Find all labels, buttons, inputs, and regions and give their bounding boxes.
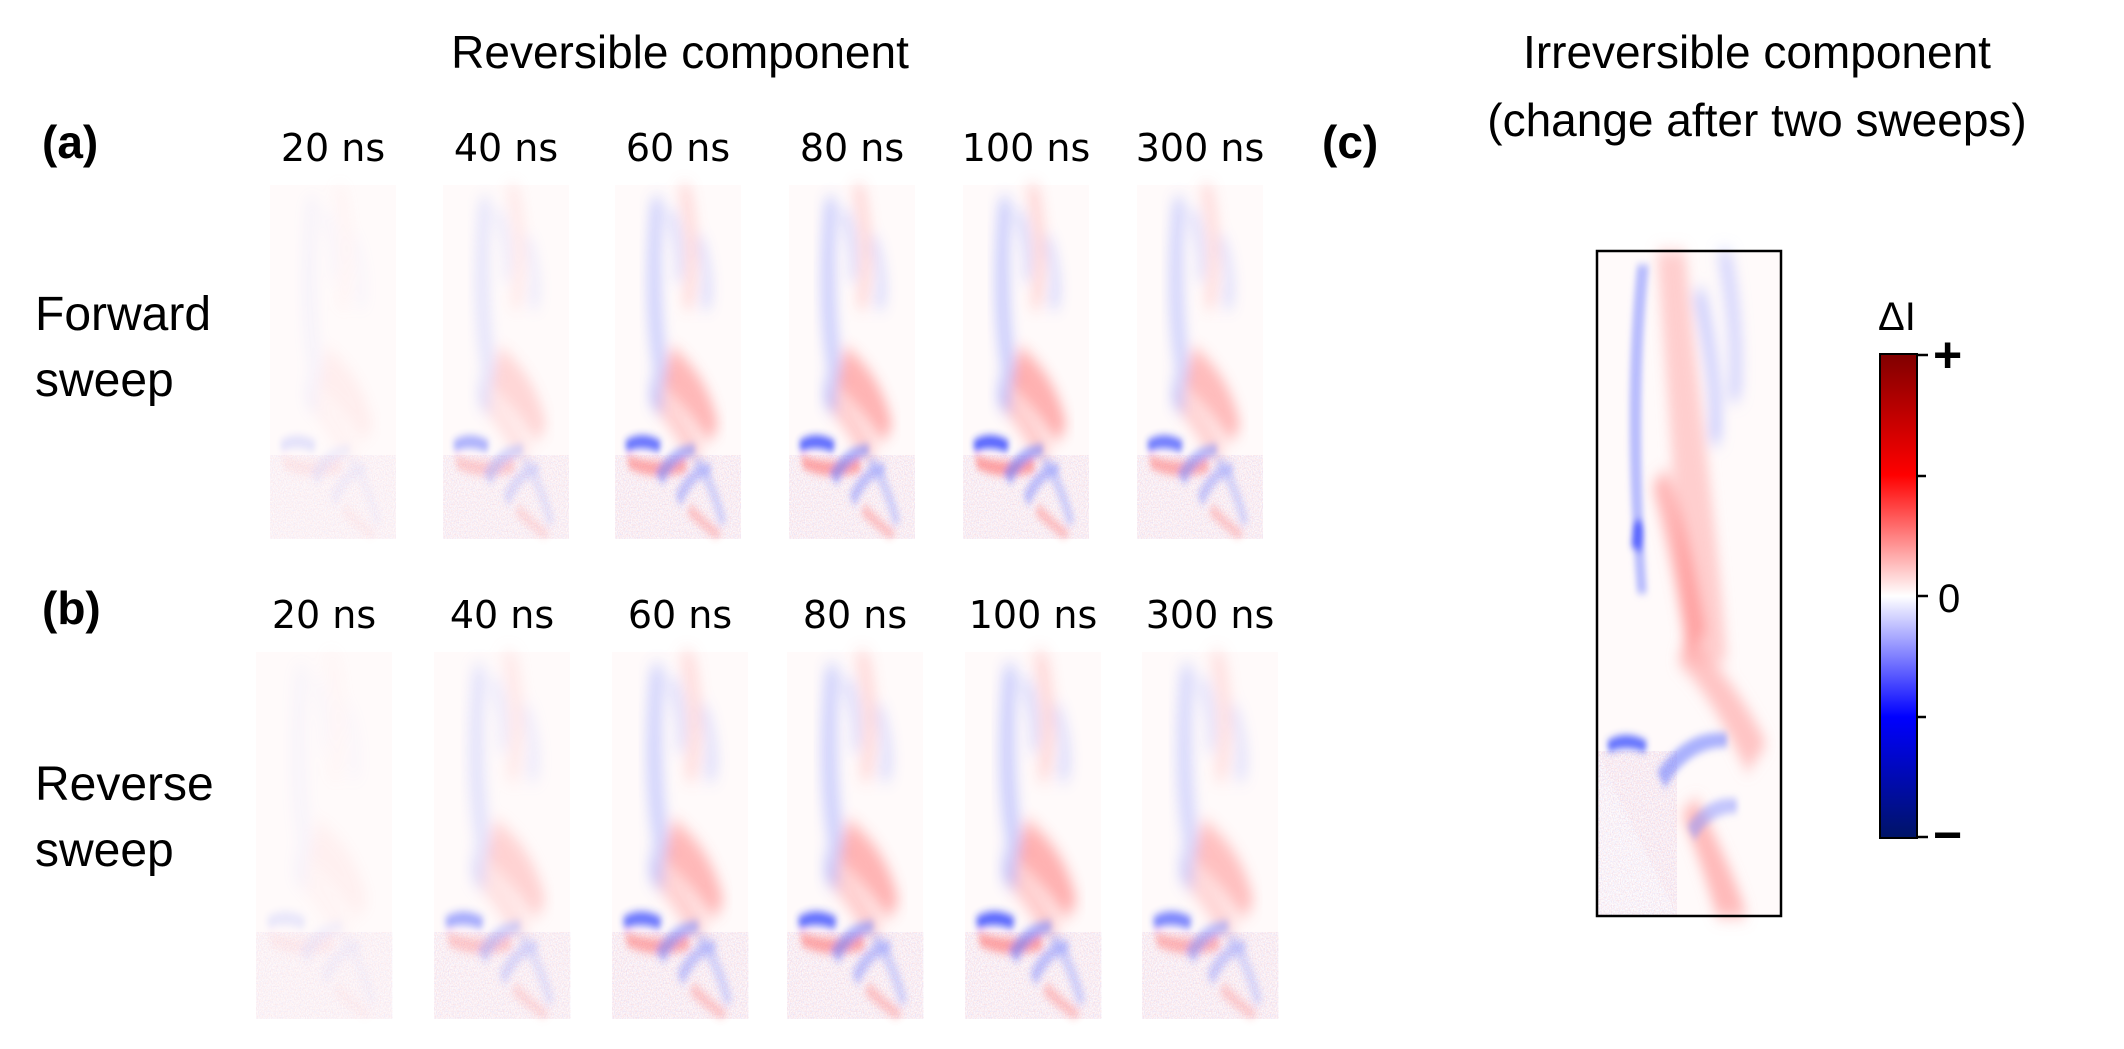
time-label: 60 ns <box>626 126 730 170</box>
forward-label-line1: Forward <box>35 288 211 341</box>
map-image <box>270 185 396 539</box>
time-label: 80 ns <box>800 126 904 170</box>
colorbar-gradient <box>1879 353 1918 839</box>
panel-c-letter: (c) <box>1322 116 1378 168</box>
map-image <box>1142 652 1279 1019</box>
time-label: 300 ns <box>1136 126 1265 170</box>
time-label: 100 ns <box>969 593 1098 637</box>
forward-label-line2: sweep <box>35 354 174 407</box>
time-label: 40 ns <box>450 593 554 637</box>
map-image <box>612 652 749 1019</box>
time-label: 300 ns <box>1146 593 1275 637</box>
time-label: 40 ns <box>454 126 558 170</box>
time-label: 100 ns <box>962 126 1091 170</box>
map-image <box>787 652 924 1019</box>
irreversible-map-frame <box>1595 249 1783 918</box>
reverse-label-line1: Reverse <box>35 758 214 811</box>
map-image <box>1137 185 1263 539</box>
row-a-maps <box>270 185 1263 539</box>
reversible-title: Reversible component <box>451 26 909 78</box>
time-label: 20 ns <box>281 126 385 170</box>
colorbar-tick-zero: 0 <box>1938 577 1960 621</box>
panel-b-letter: (b) <box>42 582 101 634</box>
map-image <box>965 652 1102 1019</box>
colorbar-tick-plus: + <box>1933 327 1962 383</box>
panel-a-letter: (a) <box>42 116 98 168</box>
map-image <box>615 185 741 539</box>
time-label: 60 ns <box>628 593 732 637</box>
irreversible-title-line2: (change after two sweeps) <box>1487 94 2027 146</box>
colorbar-label: ΔI <box>1878 295 1916 339</box>
time-label: 80 ns <box>803 593 907 637</box>
colorbar-tick-minus: − <box>1933 807 1962 863</box>
time-label: 20 ns <box>272 593 376 637</box>
map-image <box>963 185 1089 539</box>
colorbar-ticks <box>1917 353 1928 839</box>
irreversible-map <box>1595 249 1783 918</box>
row-a-time-labels: 20 ns 40 ns 60 ns 80 ns 100 ns 300 ns <box>281 126 1264 170</box>
irreversible-title-line1: Irreversible component <box>1523 26 1991 78</box>
colorbar: ΔI + 0 − <box>1878 295 1962 863</box>
map-image <box>434 652 571 1019</box>
map-image <box>256 652 393 1019</box>
map-image <box>443 185 569 539</box>
row-b-time-labels: 20 ns 40 ns 60 ns 80 ns 100 ns 300 ns <box>272 593 1274 637</box>
reverse-label-line2: sweep <box>35 824 174 877</box>
row-b-maps <box>256 652 1279 1019</box>
map-image <box>789 185 915 539</box>
